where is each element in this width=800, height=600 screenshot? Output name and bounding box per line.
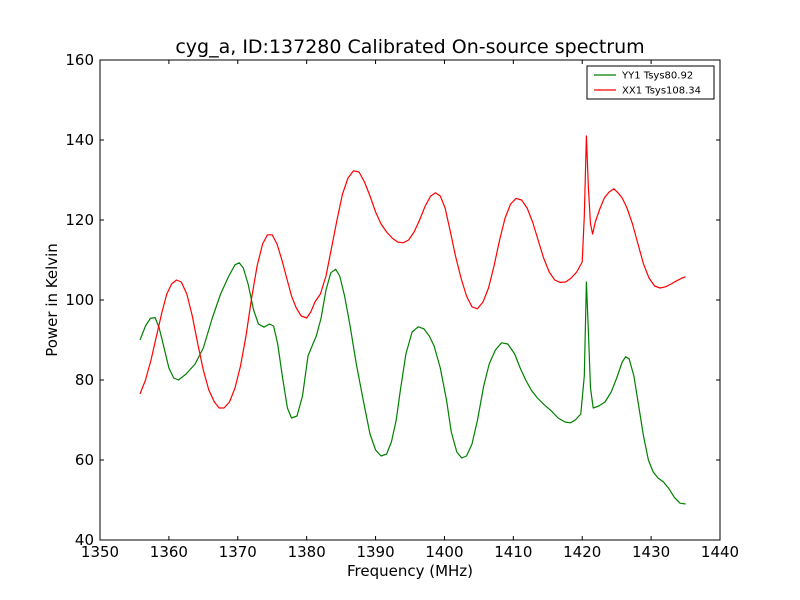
legend-label-yy1: YY1 Tsys80.92 <box>621 71 693 82</box>
x-tick-label: 1360 <box>150 543 188 561</box>
x-tick-label: 1370 <box>219 543 257 561</box>
series-line-xx1 <box>139 135 686 409</box>
x-tick-label: 1430 <box>632 543 670 561</box>
y-tick-label: 140 <box>65 131 94 149</box>
legend-label-xx1: XX1 Tsys108.34 <box>622 86 701 97</box>
x-axis-label: Frequency (MHz) <box>347 562 473 580</box>
x-tick-label: 1350 <box>81 543 119 561</box>
y-tick-label: 60 <box>75 451 94 469</box>
plot-lines <box>139 135 686 505</box>
y-axis-ticks: 40 60 80 100 120 140 160 <box>65 51 720 549</box>
x-tick-label: 1420 <box>563 543 601 561</box>
x-tick-label: 1440 <box>701 543 739 561</box>
y-tick-label: 40 <box>75 531 94 549</box>
x-tick-label: 1400 <box>425 543 463 561</box>
y-axis-label: Power in Kelvin <box>43 243 61 357</box>
x-tick-label: 1410 <box>494 543 532 561</box>
x-tick-label: 1390 <box>356 543 394 561</box>
y-tick-label: 120 <box>65 211 94 229</box>
chart-title: cyg_a, ID:137280 Calibrated On-source sp… <box>175 36 644 58</box>
x-axis-ticks: 1350 1360 1370 1380 1390 1400 1410 1420 1430 1440 <box>81 60 739 561</box>
series-line-yy1 <box>139 262 686 505</box>
legend: YY1 Tsys80.92 XX1 Tsys108.34 <box>586 65 715 100</box>
x-tick-label: 1380 <box>288 543 326 561</box>
legend-box <box>586 65 715 100</box>
y-tick-label: 160 <box>65 51 94 69</box>
y-tick-label: 100 <box>65 291 94 309</box>
y-tick-label: 80 <box>75 371 94 389</box>
